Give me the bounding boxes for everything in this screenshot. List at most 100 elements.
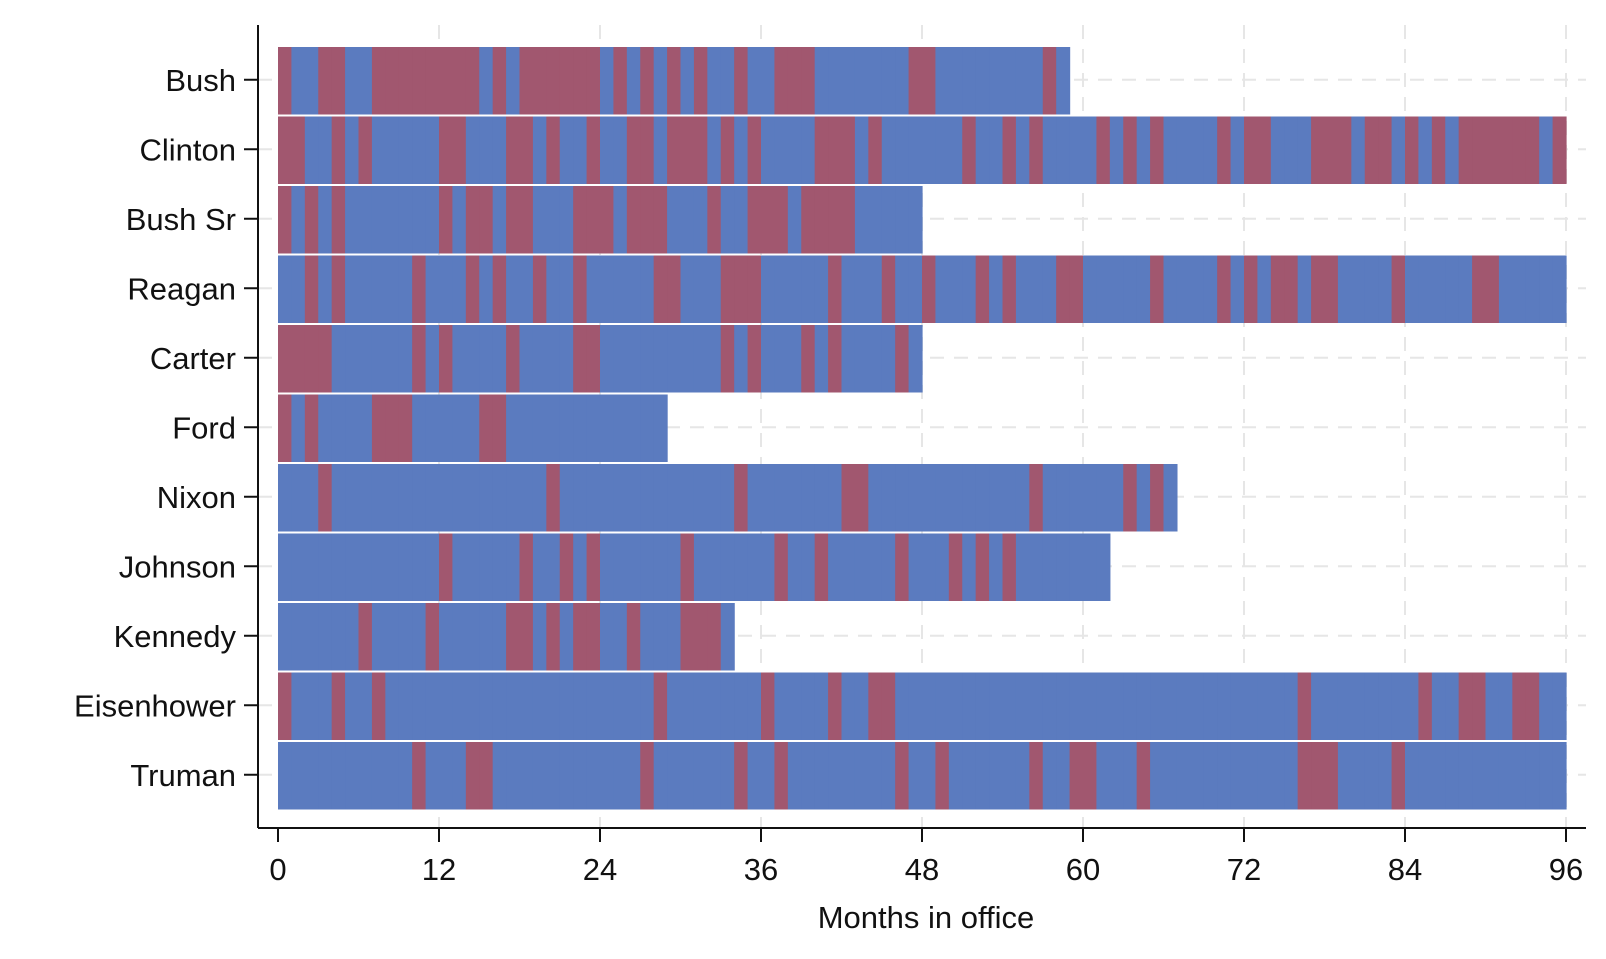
cell-eisenhower-m76	[1284, 672, 1299, 740]
cell-carter-m33	[707, 325, 722, 393]
cell-eisenhower-m73	[1244, 672, 1259, 740]
cell-carter-m5	[331, 325, 346, 393]
cell-nixon-m4	[318, 464, 333, 532]
cell-nixon-m55	[1002, 464, 1017, 532]
cell-eisenhower-m34	[720, 672, 735, 740]
cell-truman-m55	[1002, 742, 1017, 810]
cell-clinton-m15	[465, 116, 480, 184]
cell-truman-m91	[1485, 742, 1500, 810]
cell-reagan-m37	[761, 255, 776, 323]
cell-bush-m58	[1042, 47, 1057, 115]
y-label-truman: Truman	[130, 758, 236, 793]
cell-nixon-m22	[559, 464, 574, 532]
cell-truman-m65	[1136, 742, 1151, 810]
cell-truman-m49	[922, 742, 937, 810]
cell-reagan-m90	[1472, 255, 1487, 323]
cell-clinton-m24	[586, 116, 601, 184]
cell-clinton-m85	[1405, 116, 1420, 184]
cell-eisenhower-m88	[1445, 672, 1460, 740]
cell-truman-m61	[1083, 742, 1098, 810]
cell-nixon-m10	[398, 464, 413, 532]
cell-clinton-m9	[385, 116, 400, 184]
cell-carter-m3	[304, 325, 319, 393]
cell-reagan-m10	[398, 255, 413, 323]
cell-eisenhower-m63	[1109, 672, 1124, 740]
cell-kennedy-m30	[667, 603, 682, 671]
y-label-kennedy: Kennedy	[114, 619, 237, 654]
cell-truman-m88	[1445, 742, 1460, 810]
cell-truman-m21	[546, 742, 561, 810]
cell-ford-m16	[479, 394, 494, 462]
cell-eisenhower-m84	[1391, 672, 1406, 740]
cell-reagan-m68	[1176, 255, 1191, 323]
cell-eisenhower-m25	[600, 672, 615, 740]
cell-eisenhower-m4	[318, 672, 333, 740]
cell-johnson-m14	[452, 533, 467, 601]
y-label-carter: Carter	[150, 341, 236, 376]
cell-johnson-m30	[667, 533, 682, 601]
cell-johnson-m48	[908, 533, 923, 601]
cell-eisenhower-m57	[1029, 672, 1044, 740]
cell-reagan-m59	[1056, 255, 1071, 323]
x-label-0: 0	[269, 852, 286, 887]
cell-bush-m56	[1015, 47, 1030, 115]
cell-eisenhower-m45	[868, 672, 883, 740]
cell-clinton-m18	[506, 116, 521, 184]
cell-johnson-m17	[492, 533, 507, 601]
cell-ford-m5	[331, 394, 346, 462]
cell-clinton-m37	[761, 116, 776, 184]
cell-bush-m51	[948, 47, 963, 115]
cell-clinton-m47	[895, 116, 910, 184]
cell-carter-m31	[680, 325, 695, 393]
cell-nixon-m32	[693, 464, 708, 532]
cell-kennedy-m4	[318, 603, 333, 671]
cell-bush-sr-m44	[854, 186, 869, 254]
cell-ford-m28	[640, 394, 655, 462]
cell-reagan-m15	[465, 255, 480, 323]
cell-johnson-m24	[586, 533, 601, 601]
cell-clinton-m25	[600, 116, 615, 184]
cell-kennedy-m1	[278, 603, 293, 671]
cell-johnson-m39	[787, 533, 802, 601]
cell-truman-m23	[573, 742, 588, 810]
cell-reagan-m27	[626, 255, 641, 323]
cell-clinton-m26	[613, 116, 628, 184]
cell-clinton-m29	[653, 116, 668, 184]
cell-reagan-m32	[693, 255, 708, 323]
cell-johnson-m55	[1002, 533, 1017, 601]
cell-ford-m3	[304, 394, 319, 462]
cell-reagan-m49	[922, 255, 937, 323]
cell-bush-sr-m33	[707, 186, 722, 254]
cell-johnson-m15	[465, 533, 480, 601]
cell-bush-sr-m39	[787, 186, 802, 254]
cell-eisenhower-m85	[1405, 672, 1420, 740]
cell-eisenhower-m32	[693, 672, 708, 740]
cell-kennedy-m32	[693, 603, 708, 671]
cell-truman-m7	[358, 742, 373, 810]
cell-bush-m45	[868, 47, 883, 115]
cell-reagan-m8	[371, 255, 386, 323]
cell-truman-m31	[680, 742, 695, 810]
cell-reagan-m33	[707, 255, 722, 323]
cell-johnson-m61	[1083, 533, 1098, 601]
cell-nixon-m23	[573, 464, 588, 532]
cell-reagan-m47	[895, 255, 910, 323]
cell-truman-m39	[787, 742, 802, 810]
cell-clinton-m57	[1029, 116, 1044, 184]
cell-clinton-m17	[492, 116, 507, 184]
cell-clinton-m3	[304, 116, 319, 184]
cell-bush-sr-m13	[439, 186, 454, 254]
cell-reagan-m24	[586, 255, 601, 323]
cell-truman-m81	[1351, 742, 1366, 810]
cell-bush-sr-m20	[532, 186, 547, 254]
cell-clinton-m23	[573, 116, 588, 184]
cell-bush-sr-m37	[761, 186, 776, 254]
cell-bush-sr-m4	[318, 186, 333, 254]
cell-nixon-m14	[452, 464, 467, 532]
cell-ford-m26	[613, 394, 628, 462]
cell-truman-m28	[640, 742, 655, 810]
cell-johnson-m54	[989, 533, 1004, 601]
cell-kennedy-m27	[626, 603, 641, 671]
y-tick-labels: Bush Clinton Bush Sr Reagan Carter Ford Nixon J…	[74, 63, 258, 793]
